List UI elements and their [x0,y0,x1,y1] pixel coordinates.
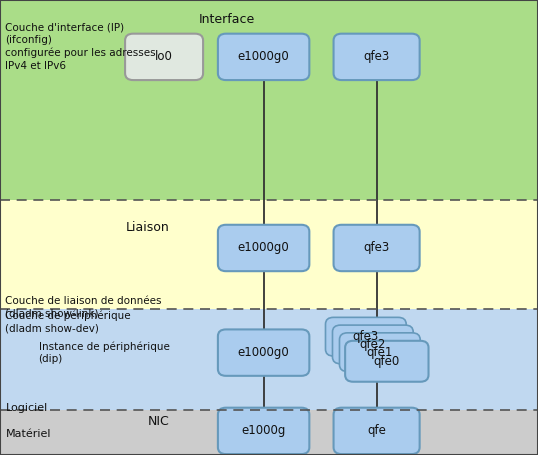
FancyBboxPatch shape [325,318,406,356]
Text: Couche de périphérique
(dladm show-dev): Couche de périphérique (dladm show-dev) [5,310,131,333]
FancyBboxPatch shape [218,34,309,80]
Text: Logiciel: Logiciel [5,403,48,413]
Text: Couche d'interface (IP)
(ifconfig)
configurée pour les adresses
IPv4 et IPv6: Couche d'interface (IP) (ifconfig) confi… [5,23,156,71]
Text: qfe3: qfe3 [364,51,390,63]
Text: lo0: lo0 [155,51,173,63]
Text: Couche de liaison de données
(dladm show-link): Couche de liaison de données (dladm show… [5,296,162,318]
Text: Matériel: Matériel [5,429,51,439]
Text: qfe1: qfe1 [366,346,393,359]
Text: e1000g: e1000g [242,425,286,437]
Text: e1000g0: e1000g0 [238,346,289,359]
Text: qfe0: qfe0 [374,355,400,368]
Text: qfe: qfe [367,425,386,437]
FancyBboxPatch shape [218,408,309,454]
FancyBboxPatch shape [334,225,420,271]
FancyBboxPatch shape [339,333,420,371]
FancyBboxPatch shape [334,34,420,80]
FancyBboxPatch shape [332,325,413,364]
FancyBboxPatch shape [125,34,203,80]
Text: NIC: NIC [148,415,169,428]
FancyBboxPatch shape [218,329,309,376]
Text: qfe2: qfe2 [359,338,386,351]
Text: Instance de périphérique
(dip): Instance de périphérique (dip) [39,341,169,364]
Text: e1000g0: e1000g0 [238,242,289,254]
FancyBboxPatch shape [334,408,420,454]
Bar [0,0,538,200]
Bar [0,410,538,455]
FancyBboxPatch shape [345,341,428,382]
FancyBboxPatch shape [218,225,309,271]
Text: e1000g0: e1000g0 [238,51,289,63]
Text: Liaison: Liaison [126,221,169,234]
Text: qfe3: qfe3 [353,330,379,343]
Bar [0,309,538,410]
Bar [0,200,538,309]
Text: Interface: Interface [199,13,256,26]
Text: qfe3: qfe3 [364,242,390,254]
